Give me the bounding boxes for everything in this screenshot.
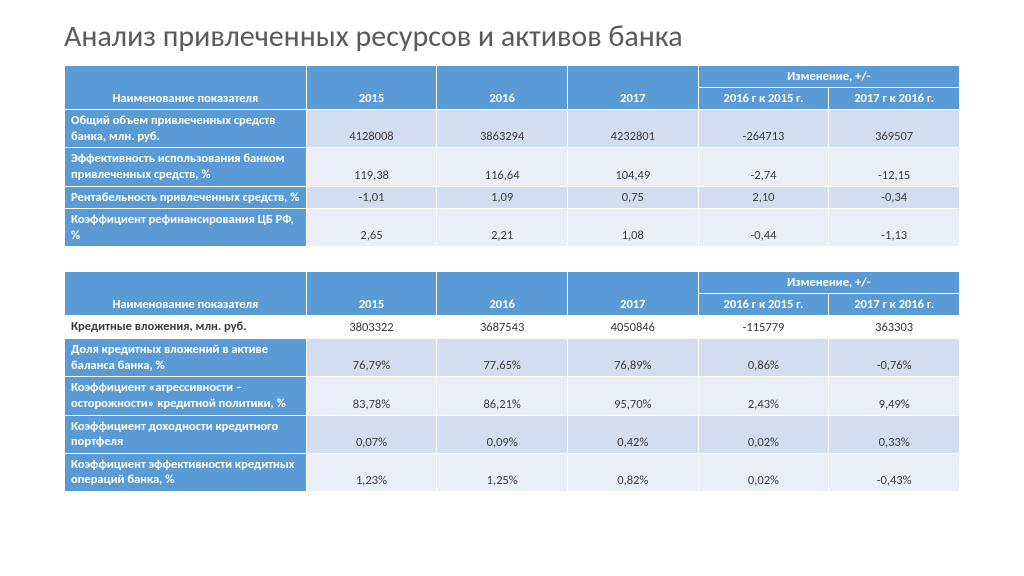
table2-body: Кредитные вложения, млн. руб.38033223687… [65, 316, 960, 492]
cell-2016: 116,64 [437, 148, 568, 186]
cell-2015: 4128008 [306, 110, 437, 148]
resources-table: Наименование показателя 2015 2016 2017 И… [64, 65, 960, 247]
row-label: Рентабельность привлеченных средств, % [65, 186, 307, 209]
table-row: Рентабельность привлеченных средств, %-1… [65, 186, 960, 209]
cell-2017: 1,08 [567, 209, 698, 247]
col-header-2017: 2017 [567, 272, 698, 316]
row-label: Кредитные вложения, млн. руб. [65, 316, 307, 339]
table-row: Коэффициент «агрессивности – осторожност… [65, 377, 960, 415]
table-row: Общий объем привлеченных средств банка, … [65, 110, 960, 148]
col-header-change-16-15: 2016 г к 2015 г. [698, 88, 829, 110]
table-row: Доля кредитных вложений в активе баланса… [65, 339, 960, 377]
cell-change-16-15: -2,74 [698, 148, 829, 186]
col-header-change-17-16: 2017 г к 2016 г. [829, 88, 960, 110]
row-label: Коэффициент «агрессивности – осторожност… [65, 377, 307, 415]
cell-change-16-15: -264713 [698, 110, 829, 148]
cell-change-16-15: -115779 [698, 316, 829, 339]
cell-2015: 83,78% [306, 377, 437, 415]
cell-change-17-16: -0,43% [829, 453, 960, 491]
table-row: Коэффициент рефинансирования ЦБ РФ, %2,6… [65, 209, 960, 247]
cell-change-17-16: 0,33% [829, 415, 960, 453]
table-row: Эффективность использования банком привл… [65, 148, 960, 186]
cell-2016: 3863294 [437, 110, 568, 148]
col-header-change: Изменение, +/- [698, 272, 959, 294]
cell-2015: 119,38 [306, 148, 437, 186]
cell-2017: 0,75 [567, 186, 698, 209]
row-label: Коэффициент рефинансирования ЦБ РФ, % [65, 209, 307, 247]
cell-change-17-16: 369507 [829, 110, 960, 148]
cell-change-16-15: 0,02% [698, 415, 829, 453]
cell-2015: 3803322 [306, 316, 437, 339]
cell-2015: 1,23% [306, 453, 437, 491]
cell-2017: 76,89% [567, 339, 698, 377]
cell-2015: 2,65 [306, 209, 437, 247]
table1-body: Общий объем привлеченных средств банка, … [65, 110, 960, 247]
table-row: Кредитные вложения, млн. руб.38033223687… [65, 316, 960, 339]
cell-2016: 0,09% [437, 415, 568, 453]
col-header-name: Наименование показателя [65, 272, 307, 316]
cell-change-17-16: -12,15 [829, 148, 960, 186]
cell-2017: 104,49 [567, 148, 698, 186]
cell-change-17-16: -1,13 [829, 209, 960, 247]
cell-2017: 4232801 [567, 110, 698, 148]
cell-change-16-15: 0,02% [698, 453, 829, 491]
cell-2016: 1,09 [437, 186, 568, 209]
cell-change-17-16: 9,49% [829, 377, 960, 415]
cell-change-16-15: 0,86% [698, 339, 829, 377]
row-label: Общий объем привлеченных средств банка, … [65, 110, 307, 148]
cell-2015: 0,07% [306, 415, 437, 453]
assets-table: Наименование показателя 2015 2016 2017 И… [64, 271, 960, 492]
cell-2016: 86,21% [437, 377, 568, 415]
cell-2015: 76,79% [306, 339, 437, 377]
cell-change-16-15: 2,10 [698, 186, 829, 209]
col-header-change-17-16: 2017 г к 2016 г. [829, 294, 960, 316]
col-header-2015: 2015 [306, 66, 437, 110]
cell-change-16-15: -0,44 [698, 209, 829, 247]
cell-2016: 3687543 [437, 316, 568, 339]
cell-2017: 0,42% [567, 415, 698, 453]
row-label: Коэффициент доходности кредитного портфе… [65, 415, 307, 453]
col-header-name: Наименование показателя [65, 66, 307, 110]
cell-2016: 1,25% [437, 453, 568, 491]
table-row: Коэффициент доходности кредитного портфе… [65, 415, 960, 453]
col-header-2015: 2015 [306, 272, 437, 316]
col-header-2016: 2016 [437, 272, 568, 316]
row-label: Эффективность использования банком привл… [65, 148, 307, 186]
cell-2016: 77,65% [437, 339, 568, 377]
col-header-change: Изменение, +/- [698, 66, 959, 88]
col-header-change-16-15: 2016 г к 2015 г. [698, 294, 829, 316]
spacer [64, 247, 960, 271]
col-header-2017: 2017 [567, 66, 698, 110]
cell-2016: 2,21 [437, 209, 568, 247]
table-row: Коэффициент эффективности кредитных опер… [65, 453, 960, 491]
cell-change-17-16: 363303 [829, 316, 960, 339]
cell-2015: -1,01 [306, 186, 437, 209]
cell-2017: 95,70% [567, 377, 698, 415]
cell-change-17-16: -0,34 [829, 186, 960, 209]
row-label: Коэффициент эффективности кредитных опер… [65, 453, 307, 491]
cell-change-17-16: -0,76% [829, 339, 960, 377]
cell-2017: 0,82% [567, 453, 698, 491]
cell-change-16-15: 2,43% [698, 377, 829, 415]
row-label: Доля кредитных вложений в активе баланса… [65, 339, 307, 377]
cell-2017: 4050846 [567, 316, 698, 339]
col-header-2016: 2016 [437, 66, 568, 110]
page-title: Анализ привлеченных ресурсов и активов б… [64, 18, 960, 55]
